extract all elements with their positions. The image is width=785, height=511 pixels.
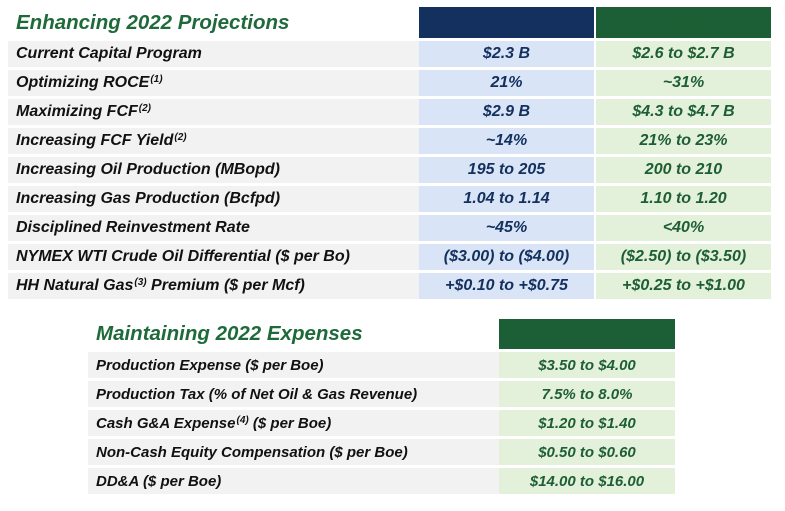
current-value: $1.20 to $1.40 xyxy=(499,410,675,436)
row-label: NYMEX WTI Crude Oil Differential ($ per … xyxy=(8,244,419,270)
row-label-text: Production Tax (% of Net Oil & Gas Reven… xyxy=(96,385,418,403)
row-label: Current Capital Program xyxy=(8,41,419,67)
row-label-text: Disciplined Reinvestment Rate xyxy=(16,219,250,236)
row-label-text: DD&A ($ per Boe) xyxy=(96,472,222,490)
row-label: Non-Cash Equity Compensation ($ per Boe) xyxy=(88,439,499,465)
row-label-text: Increasing FCF Yield xyxy=(16,132,174,149)
current-value: 21% to 23% xyxy=(596,128,771,154)
table-row: Cash G&A Expense(4) ($ per Boe) $1.20 to … xyxy=(88,410,675,436)
expenses-rows: Production Expense ($ per Boe) $3.50 to $… xyxy=(88,352,675,494)
current-value: $2.6 to $2.7 B xyxy=(596,41,771,67)
row-label-text: Increasing Oil Production (MBopd) xyxy=(16,161,280,178)
projections-table: Enhancing 2022 Projections Previous Curr… xyxy=(8,4,771,302)
row-label-suffix: ($ per Boe) xyxy=(248,414,332,432)
row-label-text: Production Expense ($ per Boe) xyxy=(96,356,324,374)
table-row: Increasing Gas Production (Bcfpd) 1.04 to… xyxy=(8,186,771,212)
current-value: ~31% xyxy=(596,70,771,96)
row-label-text: HH Natural Gas xyxy=(16,277,134,294)
table-row: Disciplined Reinvestment Rate ~45% <40% xyxy=(8,215,771,241)
previous-value: 21% xyxy=(419,70,596,96)
row-label: HH Natural Gas(3) Premium ($ per Mcf) xyxy=(8,273,419,299)
row-label-suffix: Premium ($ per Mcf) xyxy=(146,277,305,294)
row-label-text: Increasing Gas Production (Bcfpd) xyxy=(16,190,281,207)
footnote-marker: (2) xyxy=(174,132,187,143)
row-label-text: Cash G&A Expense xyxy=(96,414,236,432)
footnote-marker: (4) xyxy=(236,414,249,426)
table-row: Current Capital Program $2.3 B $2.6 to $2.… xyxy=(8,41,771,67)
table-row: Maximizing FCF(2) $2.9 B $4.3 to $4.7 B xyxy=(8,99,771,125)
previous-value: ~45% xyxy=(419,215,596,241)
row-label: Maximizing FCF(2) xyxy=(8,99,419,125)
row-label-text: Optimizing ROCE xyxy=(16,74,150,91)
row-label: Increasing Oil Production (MBopd) xyxy=(8,157,419,183)
row-label: Increasing FCF Yield(2) xyxy=(8,128,419,154)
table-row: NYMEX WTI Crude Oil Differential ($ per … xyxy=(8,244,771,270)
row-label-text: Current Capital Program xyxy=(16,45,202,62)
table-row: HH Natural Gas(3) Premium ($ per Mcf) +$0… xyxy=(8,273,771,299)
row-label: Disciplined Reinvestment Rate xyxy=(8,215,419,241)
projections-title: Enhancing 2022 Projections xyxy=(8,7,419,38)
previous-value: $2.9 B xyxy=(419,99,596,125)
row-label: Production Expense ($ per Boe) xyxy=(88,352,499,378)
previous-value: ~14% xyxy=(419,128,596,154)
row-label: Cash G&A Expense(4) ($ per Boe) xyxy=(88,410,499,436)
previous-value: 195 to 205 xyxy=(419,157,596,183)
row-label: Optimizing ROCE(1) xyxy=(8,70,419,96)
current-column-header: Current xyxy=(596,7,771,38)
previous-value: $2.3 B xyxy=(419,41,596,67)
previous-value: +$0.10 to +$0.75 xyxy=(419,273,596,299)
previous-value: 1.04 to 1.14 xyxy=(419,186,596,212)
current-value: <40% xyxy=(596,215,771,241)
table-row: Production Expense ($ per Boe) $3.50 to $… xyxy=(88,352,675,378)
current-value: $3.50 to $4.00 xyxy=(499,352,675,378)
footnote-marker: (2) xyxy=(138,103,152,114)
footnote-marker: (3) xyxy=(134,277,147,288)
current-value: $0.50 to $0.60 xyxy=(499,439,675,465)
row-label-text: NYMEX WTI Crude Oil Differential ($ per … xyxy=(16,248,350,265)
table-row: Increasing Oil Production (MBopd) 195 to … xyxy=(8,157,771,183)
projections-rows: Current Capital Program $2.3 B $2.6 to $2.… xyxy=(8,41,771,299)
expenses-title: Maintaining 2022 Expenses xyxy=(88,319,499,349)
table-row: Increasing FCF Yield(2) ~14% 21% to 23% xyxy=(8,128,771,154)
current-value: $4.3 to $4.7 B xyxy=(596,99,771,125)
current-value: 7.5% to 8.0% xyxy=(499,381,675,407)
table-row: Non-Cash Equity Compensation ($ per Boe)… xyxy=(88,439,675,465)
expenses-current-column-header: Current xyxy=(499,319,675,349)
table-row: Optimizing ROCE(1) 21% ~31% xyxy=(8,70,771,96)
row-label: Increasing Gas Production (Bcfpd) xyxy=(8,186,419,212)
row-label: DD&A ($ per Boe) xyxy=(88,468,499,494)
current-value: 200 to 210 xyxy=(596,157,771,183)
current-value: +$0.25 to +$1.00 xyxy=(596,273,771,299)
previous-value: ($3.00) to ($4.00) xyxy=(419,244,596,270)
row-label-text: Non-Cash Equity Compensation ($ per Boe) xyxy=(96,443,408,461)
previous-column-header: Previous xyxy=(419,7,596,38)
table-row: Production Tax (% of Net Oil & Gas Reven… xyxy=(88,381,675,407)
expenses-table: Maintaining 2022 Expenses Current Produc… xyxy=(88,316,675,497)
current-value: ($2.50) to ($3.50) xyxy=(596,244,771,270)
table-row: DD&A ($ per Boe) $14.00 to $16.00 xyxy=(88,468,675,494)
row-label: Production Tax (% of Net Oil & Gas Reven… xyxy=(88,381,499,407)
row-label-text: Maximizing FCF xyxy=(16,103,138,120)
current-value: $14.00 to $16.00 xyxy=(499,468,675,494)
footnote-marker: (1) xyxy=(150,74,163,85)
current-value: 1.10 to 1.20 xyxy=(596,186,771,212)
